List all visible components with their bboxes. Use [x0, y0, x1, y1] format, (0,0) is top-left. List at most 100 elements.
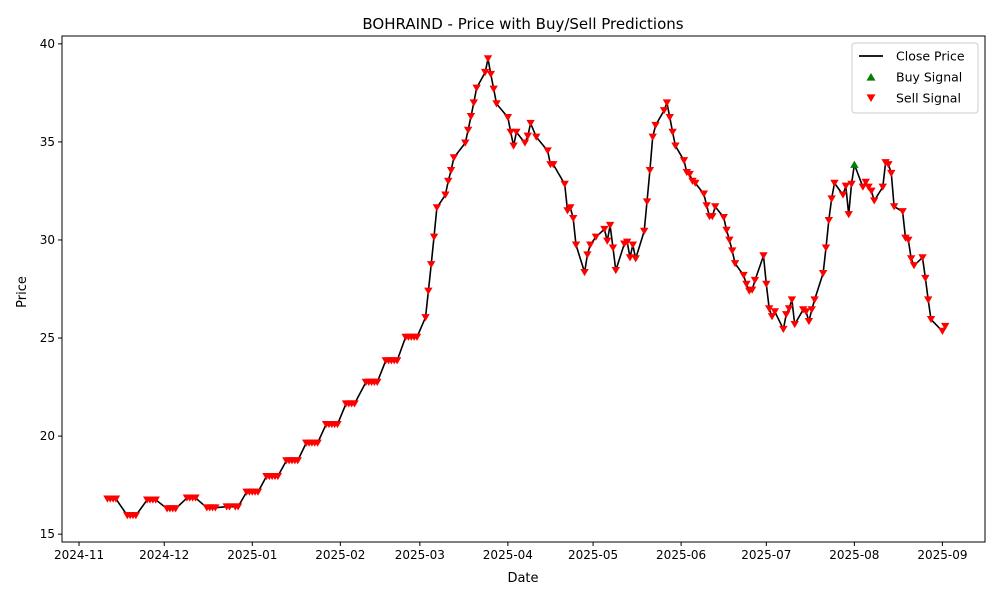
- x-tick-label: 2025-06: [656, 548, 706, 562]
- sell-signal-marker: [293, 457, 302, 465]
- sell-signal-marker: [924, 296, 933, 304]
- sell-signal-marker: [770, 308, 780, 316]
- legend-label: Close Price: [896, 49, 965, 64]
- sell-signal-marker: [151, 496, 160, 504]
- sell-signal-marker: [821, 244, 831, 252]
- sell-signal-marker: [918, 254, 927, 262]
- x-axis-label: Date: [507, 571, 538, 586]
- sell-signal-marker: [571, 241, 581, 249]
- sell-signal-marker: [469, 99, 478, 107]
- sell-signal-marker: [878, 183, 887, 191]
- sell-signal-marker: [904, 236, 913, 244]
- sell-signal-marker: [702, 202, 711, 210]
- sell-signal-marker: [622, 238, 632, 246]
- sell-signal-marker: [659, 107, 669, 115]
- sell-signal-marker: [651, 121, 660, 130]
- sell-signal-marker: [603, 237, 612, 245]
- sell-signal-marker: [889, 203, 899, 211]
- sell-signal-marker: [728, 247, 737, 255]
- buy-signal-marker: [850, 160, 859, 168]
- sell-signal-marker: [711, 203, 720, 211]
- y-tick-label: 15: [40, 527, 55, 541]
- y-tick-label: 35: [40, 135, 55, 149]
- sell-signal-marker: [642, 198, 652, 206]
- sell-signal-marker: [631, 255, 640, 263]
- legend-label: Sell Signal: [896, 91, 961, 106]
- sell-signal-marker: [560, 180, 569, 188]
- sell-signal-marker: [412, 333, 422, 341]
- sell-signal-marker: [333, 420, 342, 429]
- sell-signal-marker: [722, 226, 731, 234]
- chart-title: BOHRAIND - Price with Buy/Sell Predictio…: [362, 15, 683, 33]
- sell-signal-marker: [225, 503, 234, 511]
- sell-signal-marker: [847, 180, 856, 188]
- x-tick-label: 2024-11: [54, 548, 104, 562]
- sell-signal-marker: [801, 308, 811, 316]
- sell-signal-marker: [605, 221, 615, 230]
- x-tick-label: 2025-05: [568, 548, 618, 562]
- sell-signal-marker: [764, 305, 774, 313]
- sell-signal-marker: [691, 179, 700, 187]
- y-tick-label: 40: [40, 37, 55, 51]
- sell-signal-marker: [566, 204, 575, 212]
- legend: Close Price Buy Signal Sell Signal: [851, 42, 979, 114]
- plot-area: [103, 55, 950, 520]
- sell-signal-marker: [640, 227, 649, 235]
- sell-signal-marker: [523, 132, 532, 140]
- sell-signal-marker: [867, 187, 876, 195]
- sell-signal-marker: [844, 211, 853, 219]
- sell-signal-marker: [784, 305, 794, 313]
- sell-signal-marker: [782, 311, 791, 319]
- sell-signal-marker: [313, 439, 322, 447]
- sell-signal-marker: [699, 190, 709, 198]
- legend-label: Buy Signal: [896, 70, 962, 85]
- sell-signal-marker: [466, 113, 476, 121]
- sell-signal-marker: [512, 128, 521, 136]
- x-tick-label: 2025-02: [315, 548, 365, 562]
- sell-signal-marker: [233, 503, 243, 511]
- sell-signal-marker: [273, 472, 283, 481]
- sell-signal-marker: [824, 216, 833, 225]
- sell-signal-marker: [586, 241, 595, 249]
- sell-signal-marker: [492, 100, 501, 108]
- sell-signal-marker: [489, 85, 498, 93]
- sell-signal-marker: [211, 504, 220, 512]
- sell-signal-marker: [921, 274, 930, 282]
- sell-signal-marker: [762, 280, 771, 288]
- sell-signal-marker: [253, 488, 263, 496]
- sell-signal-marker: [719, 214, 728, 222]
- sell-signal-marker: [909, 262, 919, 270]
- sell-signal-marker: [679, 157, 689, 165]
- sell-signal-marker: [818, 269, 828, 278]
- x-tick-label: 2025-04: [483, 548, 533, 562]
- sell-signal-marker: [810, 296, 819, 304]
- sell-signal-marker: [938, 327, 947, 335]
- sell-signal-marker: [611, 267, 620, 275]
- sell-signal-marker: [449, 154, 459, 162]
- sell-signal-marker: [685, 170, 694, 179]
- sell-signal-marker: [742, 280, 751, 288]
- sell-signal-marker: [421, 314, 430, 322]
- sell-signal-marker: [171, 505, 180, 513]
- sell-signal-marker: [830, 179, 839, 187]
- legend-sell-swatch: [866, 94, 876, 103]
- sell-signal-marker: [509, 142, 518, 150]
- sell-signal-marker: [461, 139, 470, 147]
- sell-signal-marker: [526, 119, 535, 128]
- sell-signal-marker: [665, 114, 674, 122]
- sell-signal-marker: [569, 215, 578, 223]
- x-tick-label: 2025-08: [829, 548, 879, 562]
- sell-signal-marker: [463, 126, 473, 134]
- legend-box: [851, 42, 979, 114]
- sell-signal-marker: [472, 84, 481, 92]
- x-tick-label: 2024-12: [139, 548, 189, 562]
- sell-signal-marker: [841, 182, 851, 190]
- sell-signal-marker: [838, 191, 848, 199]
- sell-signal-marker: [668, 128, 677, 136]
- sell-signal-marker: [887, 169, 896, 178]
- sell-signal-marker: [671, 142, 680, 150]
- sell-signal-marker: [486, 70, 496, 79]
- sell-signal-marker: [898, 208, 907, 216]
- sell-signal-marker: [645, 166, 655, 175]
